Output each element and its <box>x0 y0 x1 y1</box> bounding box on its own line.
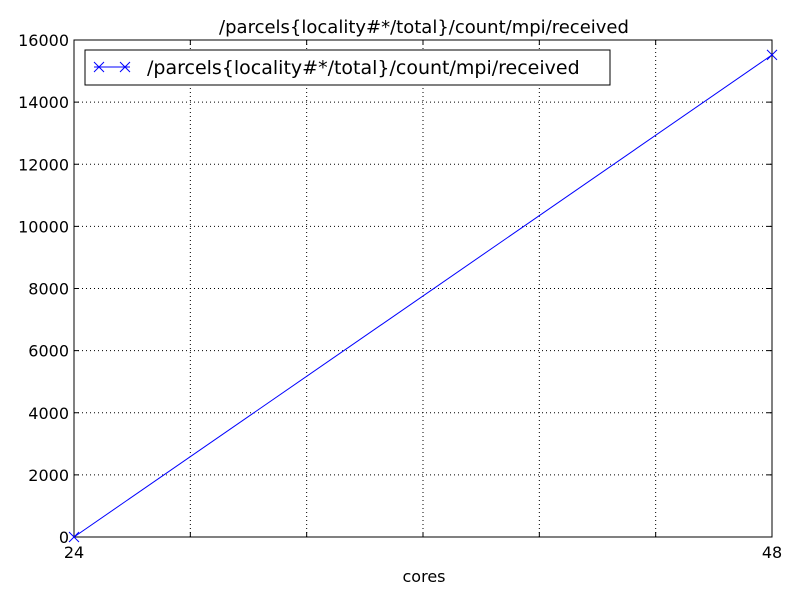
y-tick-label: 4000 <box>28 404 69 423</box>
y-tick-label: 10000 <box>18 217 69 236</box>
x-tick-label: 48 <box>762 543 782 562</box>
ticks: 24 48 0 2000 4000 6000 8000 10000 12000 14000 1600… <box>18 31 782 562</box>
y-tick-label: 14000 <box>18 93 69 112</box>
y-tick-label: 6000 <box>28 342 69 361</box>
grid <box>74 40 772 537</box>
y-tick-label: 12000 <box>18 155 69 174</box>
x-axis-label: cores <box>403 567 446 586</box>
y-tick-label: 8000 <box>28 280 69 299</box>
y-tick-label: 16000 <box>18 31 69 50</box>
series-layer <box>68 49 778 543</box>
x-tick-label: 24 <box>64 543 84 562</box>
legend-box <box>84 49 611 86</box>
chart-title: /parcels{locality#*/total}/count/mpi/rec… <box>219 17 629 38</box>
legend-label: /parcels{locality#*/total}/count/mpi/rec… <box>147 57 580 79</box>
data-point-marker <box>68 531 80 543</box>
legend: /parcels{locality#*/total}/count/mpi/rec… <box>84 49 611 86</box>
y-tick-label: 2000 <box>28 466 69 485</box>
marker-stroke <box>68 531 80 543</box>
legend-marker-x-b <box>93 61 105 73</box>
data-point-marker <box>766 49 778 61</box>
series-line <box>73 54 773 538</box>
legend-marker-x-d <box>119 61 131 73</box>
marker-stroke <box>766 49 778 61</box>
y-tick-label: 0 <box>59 528 69 547</box>
